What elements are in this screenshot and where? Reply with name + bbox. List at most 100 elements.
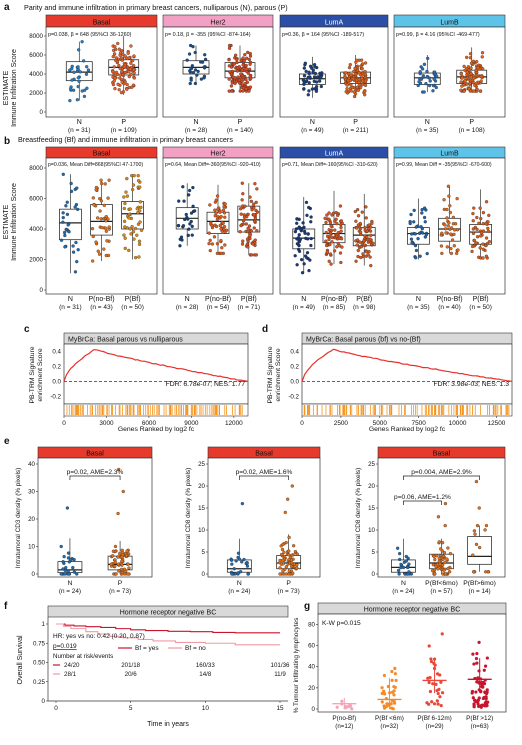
data-point: [123, 54, 127, 58]
data-point: [353, 72, 358, 77]
data-point: [214, 198, 218, 202]
data-point: [64, 565, 68, 570]
data-point: [128, 207, 132, 211]
y-tick-label: -0.2: [50, 394, 61, 401]
data-point: [470, 249, 474, 254]
data-point: [306, 76, 310, 80]
data-point: [437, 687, 441, 691]
data-point: [125, 87, 129, 91]
data-point: [196, 69, 200, 74]
data-point: [223, 215, 227, 219]
y-tick-label: 6000: [29, 196, 43, 203]
data-point: [471, 652, 475, 656]
data-point: [419, 225, 423, 229]
data-point: [248, 74, 252, 79]
data-point: [133, 226, 138, 231]
data-point: [309, 215, 313, 219]
group-label: P(Bf <6m): [375, 715, 404, 722]
data-point: [479, 74, 484, 79]
data-point: [383, 692, 387, 696]
data-point: [394, 678, 398, 683]
y-axis-label: Intratumoral CD3 density (% pixels): [15, 468, 22, 569]
facet-plot-area: [207, 457, 321, 578]
data-point: [119, 90, 124, 95]
data-point: [380, 691, 384, 696]
data-point: [187, 193, 191, 197]
data-point: [356, 88, 360, 92]
data-point: [112, 65, 116, 69]
group-label: P(Bf): [356, 296, 372, 303]
data-point: [74, 240, 78, 245]
data-point: [92, 203, 96, 207]
data-point: [363, 89, 367, 93]
data-point: [233, 76, 237, 80]
data-point: [421, 74, 425, 78]
facet-header-label: LumB: [440, 20, 459, 27]
data-point: [302, 229, 307, 234]
data-point: [333, 228, 337, 232]
data-point: [280, 547, 285, 552]
data-point: [128, 67, 132, 71]
data-point: [177, 199, 181, 203]
data-point: [486, 226, 490, 230]
data-point: [120, 69, 124, 74]
data-point: [117, 569, 121, 573]
data-point: [431, 682, 435, 686]
data-point: [449, 251, 454, 256]
data-point: [184, 212, 188, 217]
data-point: [122, 233, 126, 237]
data-point: [438, 562, 442, 566]
group-n: (n = 98): [353, 304, 376, 311]
data-point: [339, 229, 343, 233]
data-point: [121, 489, 125, 494]
data-point: [207, 241, 211, 246]
group-n: (n = 108): [459, 127, 485, 134]
data-point: [443, 227, 448, 231]
data-point: [481, 211, 486, 215]
data-point: [59, 544, 63, 549]
data-point: [278, 566, 282, 570]
y-tick-label: -0.2: [288, 394, 299, 401]
data-point: [413, 243, 418, 248]
data-point: [66, 569, 70, 573]
y-tick-label: 0.2: [52, 364, 61, 371]
data-point: [447, 194, 451, 198]
y-axis-label-2: enrichment Score: [37, 348, 44, 401]
data-point: [473, 676, 477, 681]
km-curve-bf-no: [56, 623, 280, 646]
data-point: [353, 66, 357, 71]
data-point: [137, 239, 142, 243]
data-point: [182, 199, 186, 203]
data-point: [283, 510, 287, 515]
data-point: [216, 207, 220, 211]
data-point: [91, 196, 95, 200]
box: [59, 208, 82, 241]
data-point: [229, 84, 234, 88]
data-point: [451, 215, 456, 220]
data-point: [121, 52, 125, 57]
data-point: [384, 696, 388, 701]
data-point: [325, 250, 329, 254]
data-point: [483, 664, 488, 668]
data-point: [427, 83, 432, 88]
group-n: (n = 31): [68, 127, 91, 134]
data-point: [363, 93, 367, 97]
data-point: [480, 55, 484, 59]
x-tick-label: 7500: [412, 420, 427, 427]
data-point: [178, 237, 182, 241]
data-point: [246, 229, 250, 234]
group-label: N: [67, 580, 72, 587]
g-header-label: Hormone receptor negative BC: [364, 607, 461, 614]
data-point: [475, 651, 479, 656]
data-point: [76, 84, 80, 89]
data-point: [176, 223, 181, 228]
data-point: [112, 79, 116, 83]
data-point: [423, 235, 427, 239]
data-point: [425, 69, 429, 74]
data-point: [132, 54, 136, 58]
data-point: [436, 567, 440, 571]
data-point: [354, 259, 358, 263]
data-point: [113, 560, 117, 564]
data-point: [287, 557, 291, 562]
data-point: [445, 557, 449, 561]
